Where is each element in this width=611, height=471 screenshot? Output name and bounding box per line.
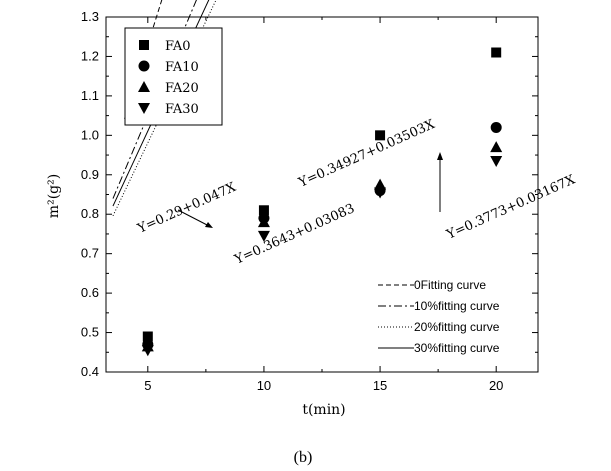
annotation-fa10-fit: Y=0.34927+0.03503X xyxy=(296,117,438,191)
y-tick-label: 0.7 xyxy=(81,246,99,261)
data-point-fa30 xyxy=(257,230,270,242)
data-point-fa20 xyxy=(257,216,270,228)
x-axis-ticks: 5 10 15 20 xyxy=(144,17,503,393)
y-tick-label: 1.1 xyxy=(81,88,99,103)
x-tick-label: 20 xyxy=(489,378,503,393)
data-point-fa0 xyxy=(375,130,386,141)
y-tick-label: 0.4 xyxy=(81,364,99,379)
data-point-fa0 xyxy=(142,331,153,342)
legend-marker-fa20 xyxy=(138,81,150,92)
data-point-fa30 xyxy=(490,155,503,167)
y-axis-ticks: 0.4 0.5 0.6 0.7 0.8 0.9 1.0 1.1 1.2 1.3 xyxy=(81,9,538,379)
legend-label-fit: 10%fitting curve xyxy=(414,299,500,313)
data-points xyxy=(141,47,503,357)
legend-label-fit: 20%fitting curve xyxy=(414,320,500,334)
legend-label-fa10: FA10 xyxy=(165,60,199,75)
y-axis-title: m²(g²) xyxy=(46,174,62,218)
annotation-fa20-fit: Y=0.3643+0.03083 xyxy=(232,201,357,268)
x-tick-label: 15 xyxy=(373,378,387,393)
y-tick-label: 1.0 xyxy=(81,127,99,142)
x-axis-title: t(min) xyxy=(302,402,345,418)
annotation-fa0-fit: Y=0.29+0.047X xyxy=(135,180,239,237)
legend-label-fa30: FA30 xyxy=(165,102,199,117)
annotation-fa0-arrowhead xyxy=(205,222,213,228)
legend-label-fit: 30%fitting curve xyxy=(414,341,500,355)
legend-marker-fa30 xyxy=(138,103,150,114)
data-point-fa30 xyxy=(141,345,154,357)
legend-marker-fa10 xyxy=(138,60,150,72)
data-point-fa0 xyxy=(258,205,269,216)
data-point-fa20 xyxy=(374,178,387,190)
marker-legend: FA0 FA10 FA20 FA30 xyxy=(138,39,199,117)
data-point-fa20 xyxy=(490,141,503,153)
legend-marker-fa0 xyxy=(139,40,149,50)
y-tick-label: 0.5 xyxy=(81,325,99,340)
annotation-fa0-arrow xyxy=(177,209,212,228)
y-tick-label: 0.6 xyxy=(81,285,99,300)
annotation-fa30-fit: Y=0.3773+0.03167X xyxy=(444,172,579,243)
x-tick-label: 10 xyxy=(257,378,271,393)
y-tick-label: 0.9 xyxy=(81,167,99,182)
figure-caption: (b) xyxy=(294,449,313,466)
legend-label-fa0: FA0 xyxy=(165,39,191,54)
legend-label-fa20: FA20 xyxy=(165,81,199,96)
data-point-fa10 xyxy=(490,121,502,133)
y-tick-label: 1.2 xyxy=(81,48,99,63)
fit-line-legend: 0Fitting curve 10%fitting curve 20%fitting… xyxy=(378,278,500,355)
y-tick-label: 1.3 xyxy=(81,9,99,24)
annotation-fa30-arrowhead xyxy=(437,152,443,160)
y-tick-label: 0.8 xyxy=(81,206,99,221)
data-point-fa30 xyxy=(374,187,387,199)
x-tick-label: 5 xyxy=(144,378,151,393)
data-point-fa0 xyxy=(491,47,502,58)
legend-label-fit: 0Fitting curve xyxy=(414,278,486,292)
